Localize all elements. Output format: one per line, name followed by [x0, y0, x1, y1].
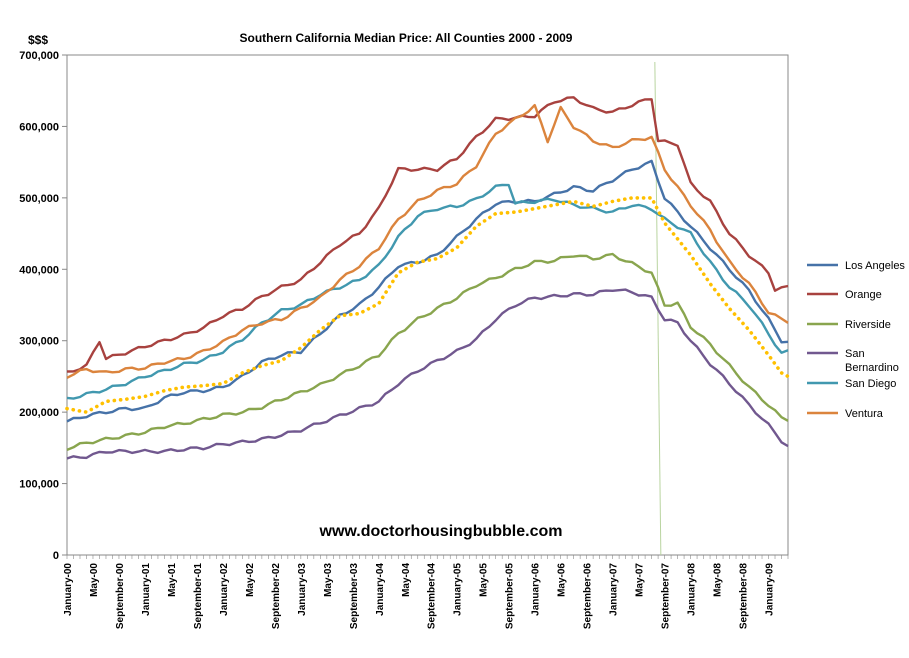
- x-tick-label: January-07: [609, 563, 620, 616]
- x-tick-label: May-00: [89, 563, 100, 597]
- x-tick-label: May-02: [245, 563, 256, 597]
- x-tick-label: September-07: [661, 563, 672, 630]
- x-tick-label: September-00: [115, 563, 126, 630]
- x-tick-label: September-05: [505, 563, 516, 630]
- y-tick-label: 300,000: [19, 336, 59, 348]
- y-tick-label: 700,000: [19, 50, 59, 62]
- legend: Los Angeles Orange Riverside San Bernardino S…: [807, 260, 905, 420]
- x-tick-label: May-06: [557, 563, 568, 597]
- series-group: [65, 96, 790, 460]
- y-tick-label: 500,000: [19, 193, 59, 205]
- series-line-riverside: [66, 252, 789, 452]
- x-tick-label: May-04: [401, 563, 412, 597]
- x-tick-label: September-04: [427, 563, 438, 630]
- legend-label: Los Angeles: [845, 260, 905, 272]
- x-tick-label: January-04: [375, 563, 386, 616]
- x-axis: January-00 May-00 September-00 January-01 Ma…: [63, 555, 789, 630]
- x-tick-label: September-01: [193, 563, 204, 630]
- y-unit-label: $$$: [28, 33, 48, 47]
- dotted-series-line: [65, 196, 790, 414]
- y-tick-label: 400,000: [19, 264, 59, 276]
- x-tick-label: January-03: [297, 563, 308, 616]
- x-tick-label: January-09: [765, 563, 776, 616]
- x-tick-label: January-08: [687, 563, 698, 616]
- series-line-orange: [66, 96, 789, 373]
- x-tick-label: January-05: [453, 563, 464, 616]
- series-line-los-angeles: [66, 159, 789, 423]
- x-tick-label: May-08: [713, 563, 724, 597]
- series-line-san-diego: [66, 183, 789, 400]
- x-tick-label: September-08: [739, 563, 750, 630]
- plot-frame: [66, 54, 789, 556]
- legend-label: Ventura: [845, 408, 884, 420]
- x-tick-label: May-07: [635, 563, 646, 597]
- y-tick-label: 100,000: [19, 479, 59, 491]
- y-tick-label: 0: [53, 550, 59, 562]
- x-tick-label: September-03: [349, 563, 360, 630]
- legend-label: Riverside: [845, 319, 891, 331]
- x-tick-label: September-02: [271, 563, 282, 630]
- x-tick-label: May-01: [167, 563, 178, 597]
- x-tick-label: January-00: [63, 563, 74, 616]
- x-tick-label: January-06: [531, 563, 542, 616]
- legend-label: San Diego: [845, 378, 896, 390]
- x-tick-label: January-01: [141, 563, 152, 616]
- legend-label: Orange: [845, 289, 882, 301]
- x-tick-label: May-05: [479, 563, 490, 597]
- series-line-san-bernardino: [66, 288, 789, 460]
- legend-label: San Bernardino: [845, 348, 899, 374]
- watermark-text: www.doctorhousingbubble.com: [319, 523, 563, 540]
- series-line-ventura: [66, 103, 789, 379]
- y-tick-label: 200,000: [19, 407, 59, 419]
- x-tick-label: May-03: [323, 563, 334, 597]
- y-axis: 0 100,000 200,000 300,000 400,000 500,000 600,…: [19, 50, 67, 562]
- y-tick-label: 600,000: [19, 121, 59, 133]
- chart-title: Southern California Median Price: All Co…: [240, 31, 573, 45]
- x-tick-label: September-06: [583, 563, 594, 630]
- x-tick-label: January-02: [219, 563, 230, 616]
